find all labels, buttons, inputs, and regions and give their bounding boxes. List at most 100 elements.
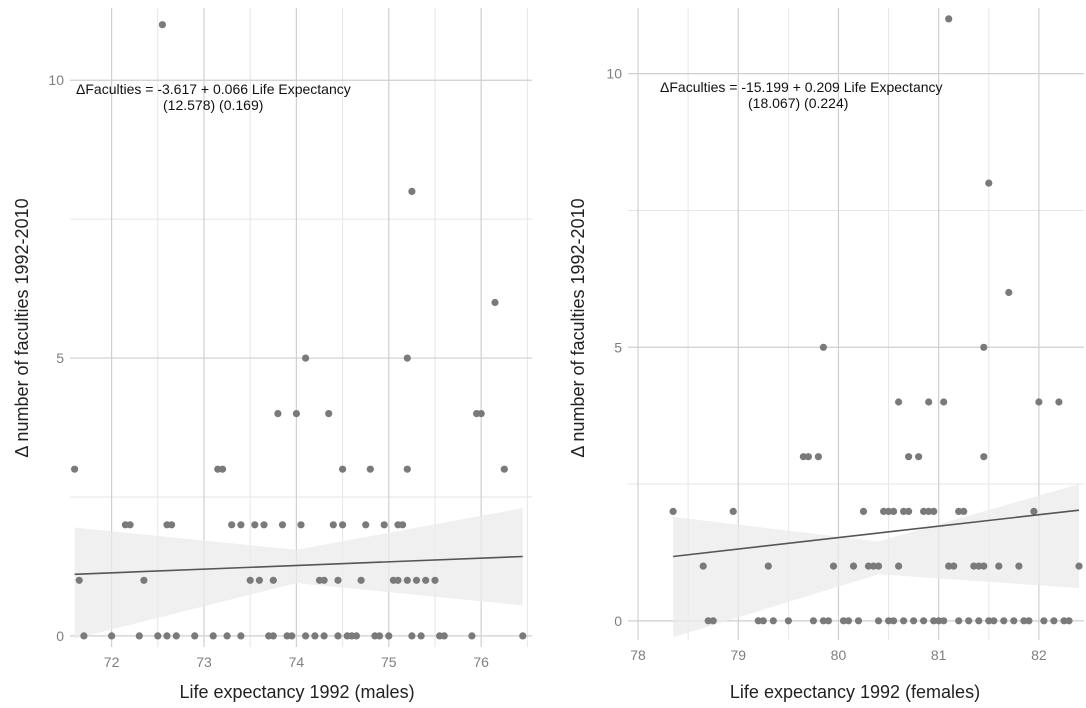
data-point: [960, 507, 968, 515]
data-point: [1000, 617, 1008, 625]
right-panel-females: Δ number of faculties 1992-2010 Life exp…: [568, 8, 1084, 702]
data-point: [990, 617, 998, 625]
left-panel-males: Δ number of faculties 1992-2010 Life exp…: [12, 8, 532, 702]
data-point: [403, 354, 411, 362]
data-point: [154, 632, 162, 640]
regression-equation-right: ΔFaculties = -15.199 + 0.209 Life Expect…: [660, 79, 943, 95]
data-point: [819, 617, 828, 625]
data-point: [1055, 398, 1063, 406]
x-tick-label: 81: [931, 647, 947, 663]
y-tick-label: 10: [606, 66, 622, 82]
confidence-band-left: [74, 508, 523, 639]
data-point: [885, 507, 893, 515]
x-axis-title-right: Life expectancy 1992 (females): [730, 682, 980, 702]
y-tick-label: 10: [48, 72, 64, 88]
x-tick-label: 79: [730, 647, 746, 663]
data-point: [704, 617, 712, 625]
data-point: [320, 576, 328, 584]
regression-equation-left: ΔFaculties = -3.617 + 0.066 Life Expecta…: [76, 81, 351, 97]
data-point: [408, 187, 416, 195]
data-point: [320, 632, 328, 640]
confidence-band-right: [673, 484, 1079, 638]
y-tick-label: 5: [56, 350, 64, 366]
data-point: [945, 562, 953, 570]
data-point: [417, 632, 425, 640]
data-point: [945, 15, 953, 23]
data-point: [302, 354, 310, 362]
data-point: [491, 298, 499, 307]
data-point: [334, 576, 342, 584]
data-point: [900, 617, 908, 625]
data-point: [880, 507, 888, 515]
data-point: [311, 632, 319, 640]
data-point: [849, 562, 858, 570]
data-point: [403, 576, 411, 584]
data-point: [824, 617, 833, 625]
data-point: [380, 521, 388, 529]
data-point: [168, 521, 176, 529]
data-point: [900, 507, 908, 515]
data-point: [375, 632, 384, 640]
data-point: [352, 632, 360, 640]
data-point: [910, 617, 918, 625]
regression-line-left: [74, 555, 523, 576]
data-point: [297, 521, 305, 529]
data-point: [935, 617, 943, 625]
data-point: [854, 617, 863, 625]
data-point: [890, 617, 898, 625]
data-point: [292, 410, 300, 418]
data-point: [246, 576, 254, 584]
data-point: [422, 576, 430, 584]
data-point: [339, 465, 347, 473]
data-point: [754, 617, 762, 625]
data-point: [158, 21, 166, 29]
data-point: [302, 632, 310, 640]
data-point: [799, 453, 808, 461]
data-point: [980, 562, 988, 570]
data-point: [362, 521, 370, 529]
data-point: [80, 632, 88, 640]
data-point: [940, 617, 948, 625]
data-point: [269, 576, 277, 584]
data-point: [1065, 617, 1073, 625]
data-point: [784, 617, 793, 625]
data-point: [274, 410, 282, 418]
data-point: [920, 507, 928, 515]
x-tick-label: 72: [104, 654, 120, 670]
data-point: [970, 562, 978, 570]
data-point: [890, 507, 898, 515]
data-point: [1050, 617, 1058, 625]
data-point: [930, 617, 938, 625]
points-right: [669, 15, 1083, 625]
data-point: [950, 562, 958, 570]
data-point: [260, 521, 268, 529]
data-point: [288, 632, 296, 640]
data-point: [869, 562, 878, 570]
data-point: [1010, 617, 1018, 625]
data-point: [468, 632, 476, 640]
data-point: [1025, 617, 1033, 625]
data-point: [1015, 562, 1023, 570]
data-point: [764, 562, 772, 570]
data-point: [228, 521, 236, 529]
data-point: [237, 632, 245, 640]
data-point: [975, 562, 983, 570]
data-point: [819, 343, 828, 351]
data-point: [385, 632, 393, 640]
data-point: [357, 576, 365, 584]
data-point: [1030, 507, 1038, 515]
data-point: [839, 617, 848, 625]
data-point: [874, 617, 883, 625]
data-point: [1005, 288, 1013, 297]
data-point: [334, 632, 342, 640]
data-point: [905, 507, 913, 515]
points-left: [71, 21, 527, 640]
x-tick-label: 80: [831, 647, 847, 663]
data-point: [329, 521, 337, 529]
data-point: [859, 507, 868, 515]
y-axis-title-right: Δ number of faculties 1992-2010: [568, 198, 588, 457]
data-point: [278, 521, 287, 529]
x-tick-label: 82: [1031, 647, 1047, 663]
data-point: [431, 576, 439, 584]
regression-std-errors-right: (18.067) (0.224): [748, 95, 848, 111]
